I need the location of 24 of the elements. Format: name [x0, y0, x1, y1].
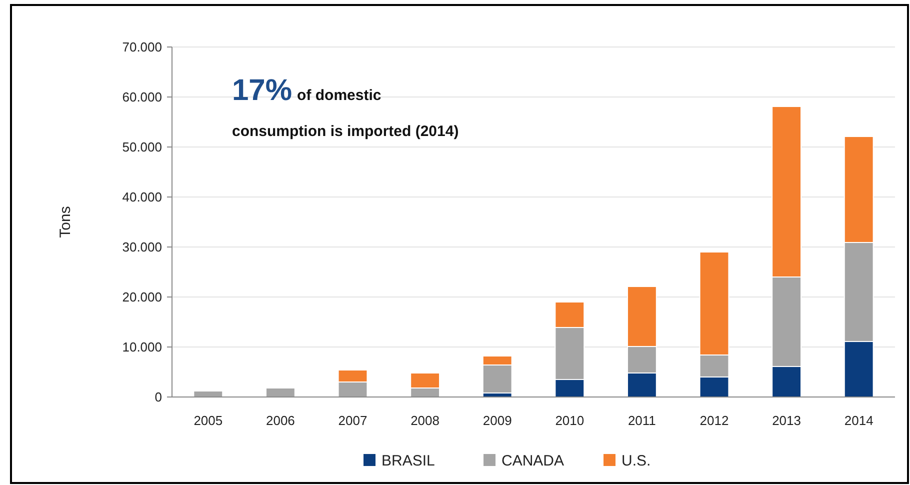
legend-label: U.S. — [622, 452, 651, 470]
x-tick-label: 2009 — [482, 413, 512, 428]
y-axis-title: Tons — [57, 206, 74, 238]
x-tick-label: 2010 — [555, 413, 584, 428]
bar — [265, 388, 296, 398]
x-tick-label: 2012 — [700, 413, 729, 428]
x-tick-label: 2007 — [338, 413, 368, 428]
legend-label: BRASIL — [382, 452, 435, 470]
y-tick-label: 30.000 — [122, 240, 162, 255]
x-tick-label: 2006 — [266, 413, 295, 428]
y-tick-label: 20.000 — [122, 290, 162, 305]
y-tick-label: 40.000 — [122, 190, 162, 205]
text: 17% of domestic consumption is imported (2014) — [232, 74, 459, 140]
x-tick-label: 2005 — [194, 413, 223, 428]
y-tick-label: 50.000 — [122, 140, 162, 155]
y-tick-label: 0 — [154, 390, 162, 405]
x-tick-label: 2013 — [772, 413, 802, 428]
y-tick-label: 10.000 — [122, 340, 162, 355]
x-tick-label: 2014 — [844, 413, 874, 428]
x-tick-label: 2008 — [410, 413, 440, 428]
y-tick-label: 60.000 — [122, 90, 162, 105]
y-tick-label: 70.000 — [122, 40, 162, 55]
legend-label: CANADA — [502, 452, 564, 470]
x-tick-label: 2011 — [628, 413, 656, 428]
